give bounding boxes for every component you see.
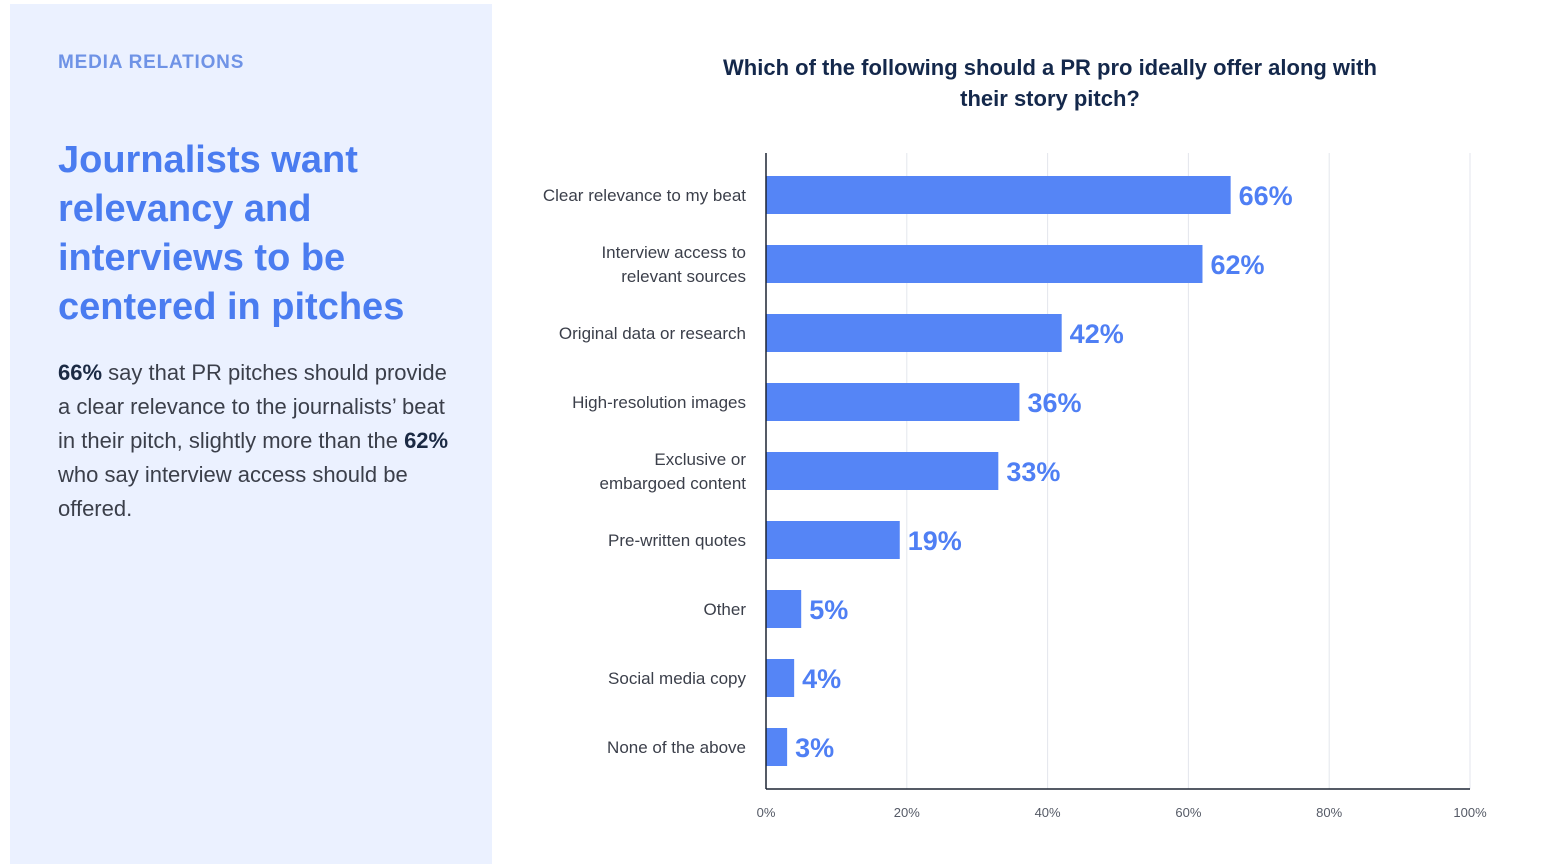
body-text-part1: say that PR pitches should provide a cle… — [58, 360, 447, 453]
value-label: 66% — [1239, 181, 1293, 211]
category-label: Pre-written quotes — [608, 531, 746, 550]
category-label: High-resolution images — [572, 393, 746, 412]
bar — [766, 245, 1203, 283]
category-label: embargoed content — [600, 474, 747, 493]
value-label: 19% — [908, 526, 962, 556]
category-label: Interview access to — [601, 243, 746, 262]
x-tick-label: 40% — [1035, 805, 1061, 820]
value-label: 62% — [1210, 250, 1264, 280]
x-tick-label: 0% — [757, 805, 776, 820]
value-label: 3% — [795, 733, 834, 763]
category-label: None of the above — [607, 738, 746, 757]
bar — [766, 590, 802, 628]
x-tick-label: 80% — [1316, 805, 1342, 820]
category-label: Original data or research — [559, 324, 746, 343]
bar — [766, 728, 788, 766]
bar — [766, 659, 795, 697]
category-label: Clear relevance to my beat — [543, 186, 746, 205]
section-kicker: MEDIA RELATIONS — [58, 52, 245, 73]
category-label: relevant sources — [621, 267, 746, 286]
value-label: 4% — [802, 664, 841, 694]
value-label: 5% — [809, 595, 848, 625]
bar — [766, 383, 1020, 421]
category-label: Exclusive or — [654, 450, 746, 469]
x-tick-label: 60% — [1175, 805, 1201, 820]
x-tick-label: 20% — [894, 805, 920, 820]
value-label: 42% — [1070, 319, 1124, 349]
bar — [766, 176, 1231, 214]
chart-title: Which of the following should a PR pro i… — [723, 55, 1377, 111]
category-label: Other — [703, 600, 746, 619]
x-tick-label: 100% — [1453, 805, 1487, 820]
value-label: 33% — [1006, 457, 1060, 487]
body-text: 66% say that PR pitches should provide a… — [58, 356, 458, 526]
stat-66: 66% — [58, 360, 103, 385]
left-panel — [10, 4, 492, 864]
value-label: 36% — [1027, 388, 1081, 418]
headline: Journalists want relevancy and interview… — [58, 139, 405, 328]
bar — [766, 521, 900, 559]
body-text-part2: who say interview access should be offer… — [58, 462, 408, 521]
bar — [766, 452, 999, 490]
category-label: Social media copy — [608, 669, 746, 688]
bar — [766, 314, 1062, 352]
stat-62: 62% — [404, 428, 449, 453]
